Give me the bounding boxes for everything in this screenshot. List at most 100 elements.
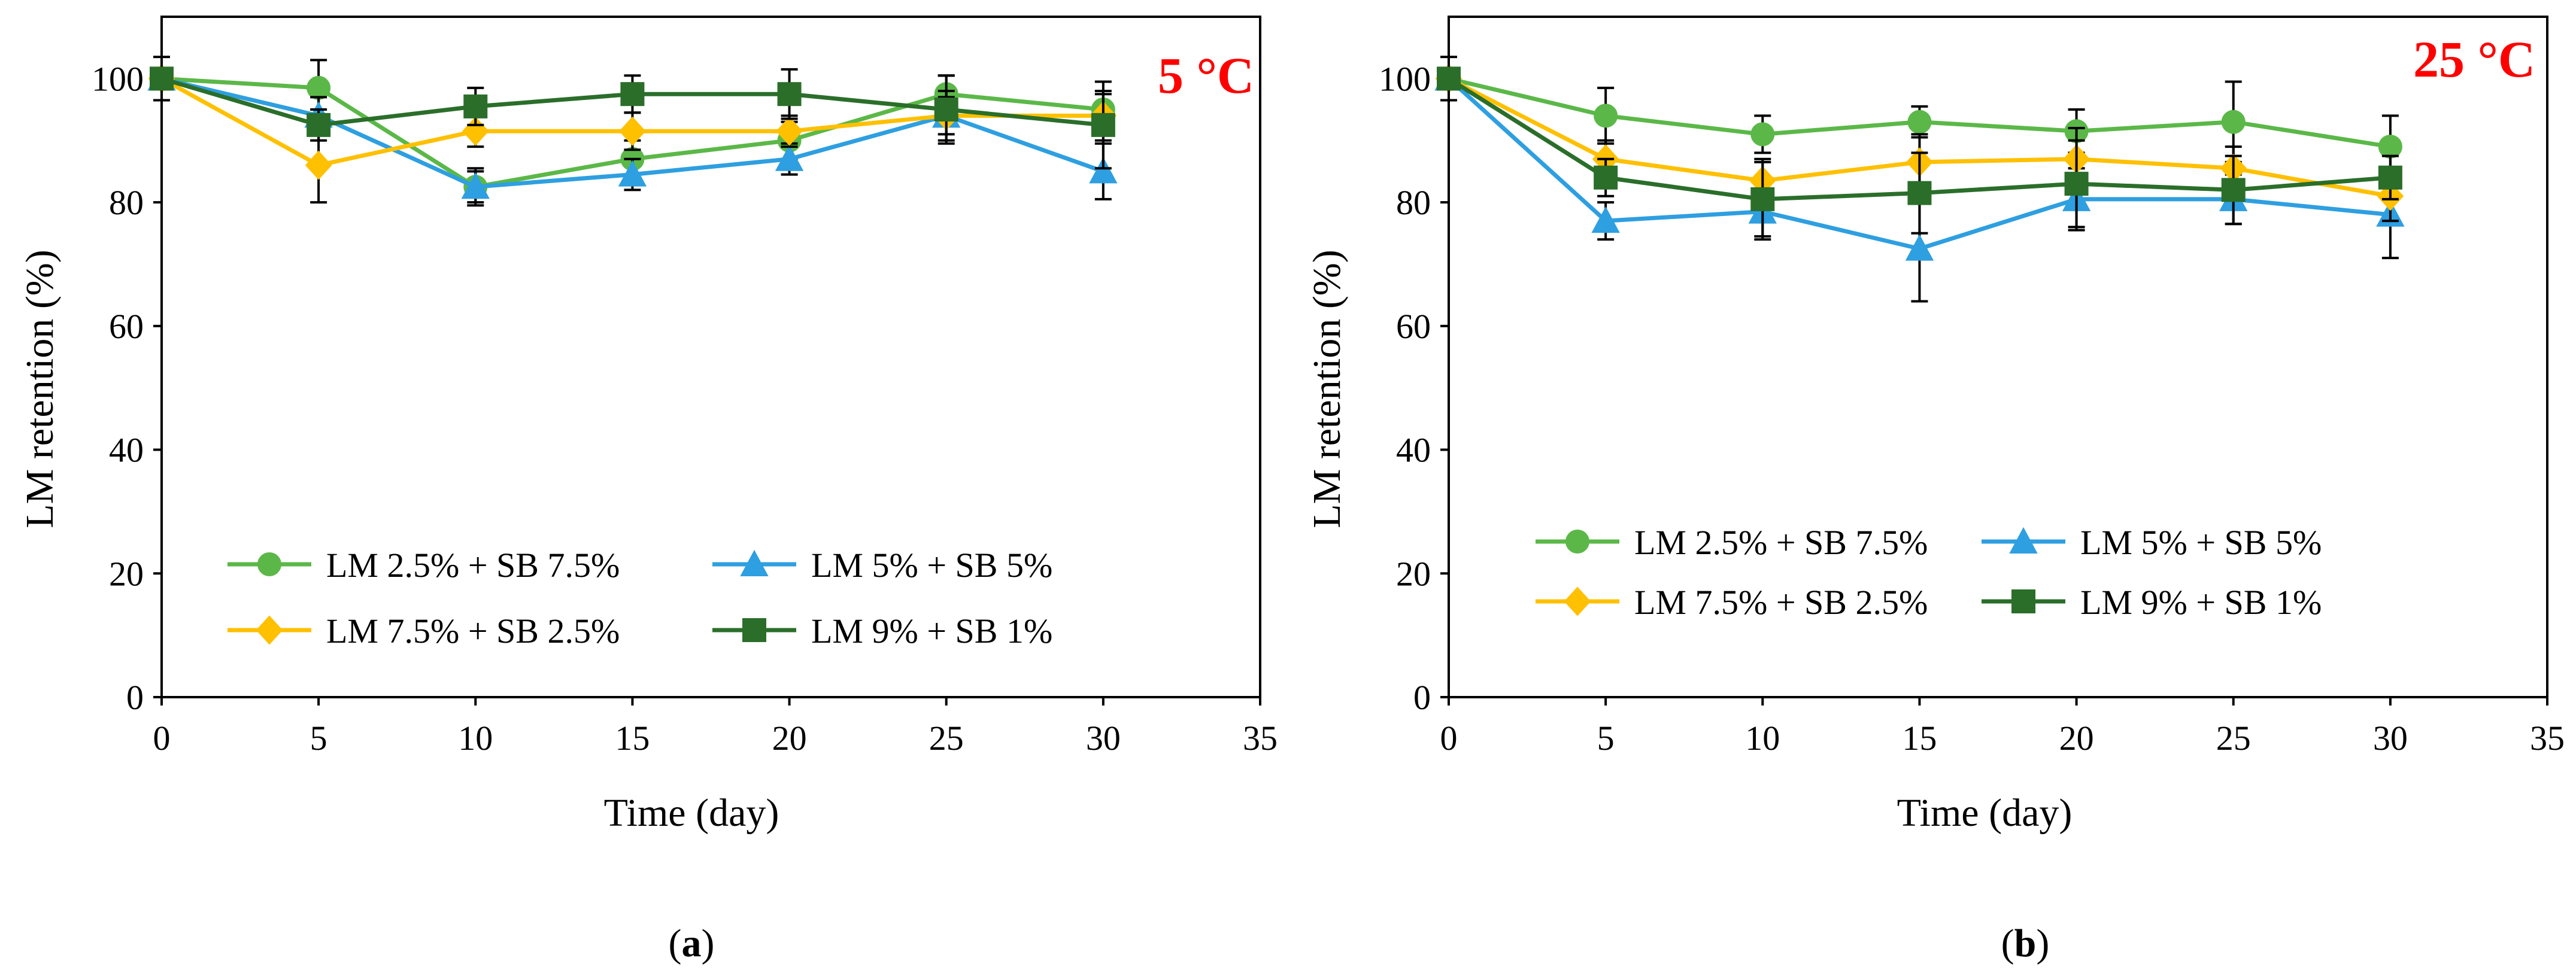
x-axis-title: Time (day)	[604, 791, 779, 835]
x-tick-label: 25	[929, 719, 964, 758]
legend-item: LM 2.5% + SB 7.5%	[1536, 523, 1928, 562]
data-point	[307, 75, 331, 100]
plot-area-border	[160, 16, 1261, 698]
data-point	[775, 144, 804, 171]
data-point	[1437, 66, 1461, 91]
x-tick-label: 20	[772, 719, 807, 758]
y-tick-label: 100	[1379, 59, 1431, 98]
x-tick-label: 30	[2373, 719, 2408, 758]
legend-marker	[2011, 589, 2035, 613]
x-axis-title: Time (day)	[1897, 791, 2073, 835]
x-tick-label: 35	[1243, 719, 1278, 758]
x-tick-label: 30	[1086, 719, 1121, 758]
x-tick-label: 10	[458, 719, 493, 758]
legend-marker	[2009, 527, 2038, 554]
y-tick-label: 0	[1413, 678, 1431, 717]
data-point	[619, 116, 646, 146]
y-tick-label: 80	[1396, 183, 1431, 222]
data-point	[934, 98, 958, 122]
data-point	[1750, 187, 1775, 211]
x-tick-label: 0	[1440, 719, 1458, 758]
panel-letter: a	[682, 922, 702, 965]
legend-label: LM 5% + SB 5%	[2080, 523, 2322, 562]
data-point	[2221, 110, 2246, 134]
x-tick-label: 35	[2530, 719, 2565, 758]
legend-marker	[256, 615, 283, 645]
legend-item: LM 5% + SB 5%	[712, 546, 1052, 585]
panel-caption: (a)	[669, 922, 715, 965]
y-tick-label: 0	[126, 678, 144, 717]
data-point	[1594, 165, 1618, 190]
x-tick-label: 5	[310, 719, 327, 758]
data-point	[620, 82, 645, 107]
data-point	[1089, 157, 1118, 184]
legend-marker	[742, 618, 766, 642]
data-point	[1091, 112, 1115, 137]
data-point	[461, 172, 490, 199]
data-point	[463, 94, 488, 118]
legend-label: LM 9% + SB 1%	[2080, 583, 2322, 622]
y-tick-label: 80	[109, 183, 144, 222]
data-point	[2378, 165, 2402, 190]
legend-item: LM 7.5% + SB 2.5%	[227, 612, 620, 650]
legend-label: LM 5% + SB 5%	[811, 546, 1052, 585]
y-tick-label: 20	[1396, 554, 1431, 593]
legend-marker	[1564, 586, 1591, 616]
x-tick-label: 10	[1745, 719, 1780, 758]
temperature-label: 25 °C	[2413, 31, 2535, 88]
x-tick-label: 15	[1902, 719, 1937, 758]
legend-label: LM 7.5% + SB 2.5%	[1634, 583, 1928, 622]
data-point	[2064, 172, 2089, 196]
chart-panel-a: 5 °C LM retention (%) Time (day) (a) 0 20…	[18, 16, 1278, 965]
y-axis-title: LM retention (%)	[1305, 250, 1349, 528]
y-tick-label: 60	[109, 307, 144, 346]
data-point	[776, 116, 803, 146]
legend-marker	[740, 549, 769, 576]
legend: LM 2.5% + SB 7.5% LM 5% + SB 5% LM 7.5% + …	[1536, 523, 2322, 622]
legend-label: LM 7.5% + SB 2.5%	[326, 612, 620, 650]
panel-letter: b	[2014, 922, 2037, 965]
series-4	[1437, 56, 2402, 238]
series-4	[150, 56, 1115, 170]
legend-item: LM 9% + SB 1%	[712, 612, 1052, 650]
chart-panel-b: 25 °C LM retention (%) Time (day) (b) 0 2…	[1305, 16, 2565, 965]
data-point	[1905, 234, 1934, 261]
y-tick-label: 40	[1396, 431, 1431, 470]
legend-label: LM 2.5% + SB 7.5%	[1634, 523, 1928, 562]
legend-label: LM 9% + SB 1%	[811, 612, 1052, 650]
data-point	[777, 82, 802, 107]
legend-marker	[257, 552, 281, 576]
data-point	[1750, 122, 1775, 147]
data-point	[618, 160, 647, 187]
x-tick-label: 5	[1597, 719, 1615, 758]
panel-caption: (b)	[2001, 922, 2050, 965]
legend: LM 2.5% + SB 7.5% LM 5% + SB 5% LM 7.5% + …	[227, 546, 1052, 650]
legend-item: LM 2.5% + SB 7.5%	[227, 546, 620, 585]
data-point	[305, 150, 332, 180]
data-point	[2221, 178, 2246, 202]
y-tick-label: 20	[109, 554, 144, 593]
x-tick-label: 0	[153, 719, 171, 758]
x-tick-label: 15	[615, 719, 650, 758]
y-tick-label: 100	[92, 59, 144, 98]
temperature-label: 5 °C	[1158, 47, 1254, 104]
y-tick-label: 40	[109, 431, 144, 470]
data-point	[1594, 104, 1618, 128]
legend-label: LM 2.5% + SB 7.5%	[326, 546, 620, 585]
y-axis-title: LM retention (%)	[18, 250, 62, 528]
data-point	[1591, 206, 1620, 233]
data-point	[307, 112, 331, 137]
y-tick-label: 60	[1396, 307, 1431, 346]
legend-item: LM 9% + SB 1%	[1982, 583, 2322, 622]
data-point	[150, 66, 174, 91]
data-point	[1907, 181, 1932, 205]
legend-item: LM 7.5% + SB 2.5%	[1536, 583, 1928, 622]
data-point	[2378, 135, 2402, 159]
data-point	[1907, 110, 1932, 134]
plot-area-border	[1448, 16, 2548, 698]
x-tick-label: 25	[2216, 719, 2251, 758]
x-tick-label: 20	[2059, 719, 2094, 758]
legend-item: LM 5% + SB 5%	[1982, 523, 2322, 562]
legend-marker	[1565, 530, 1589, 554]
